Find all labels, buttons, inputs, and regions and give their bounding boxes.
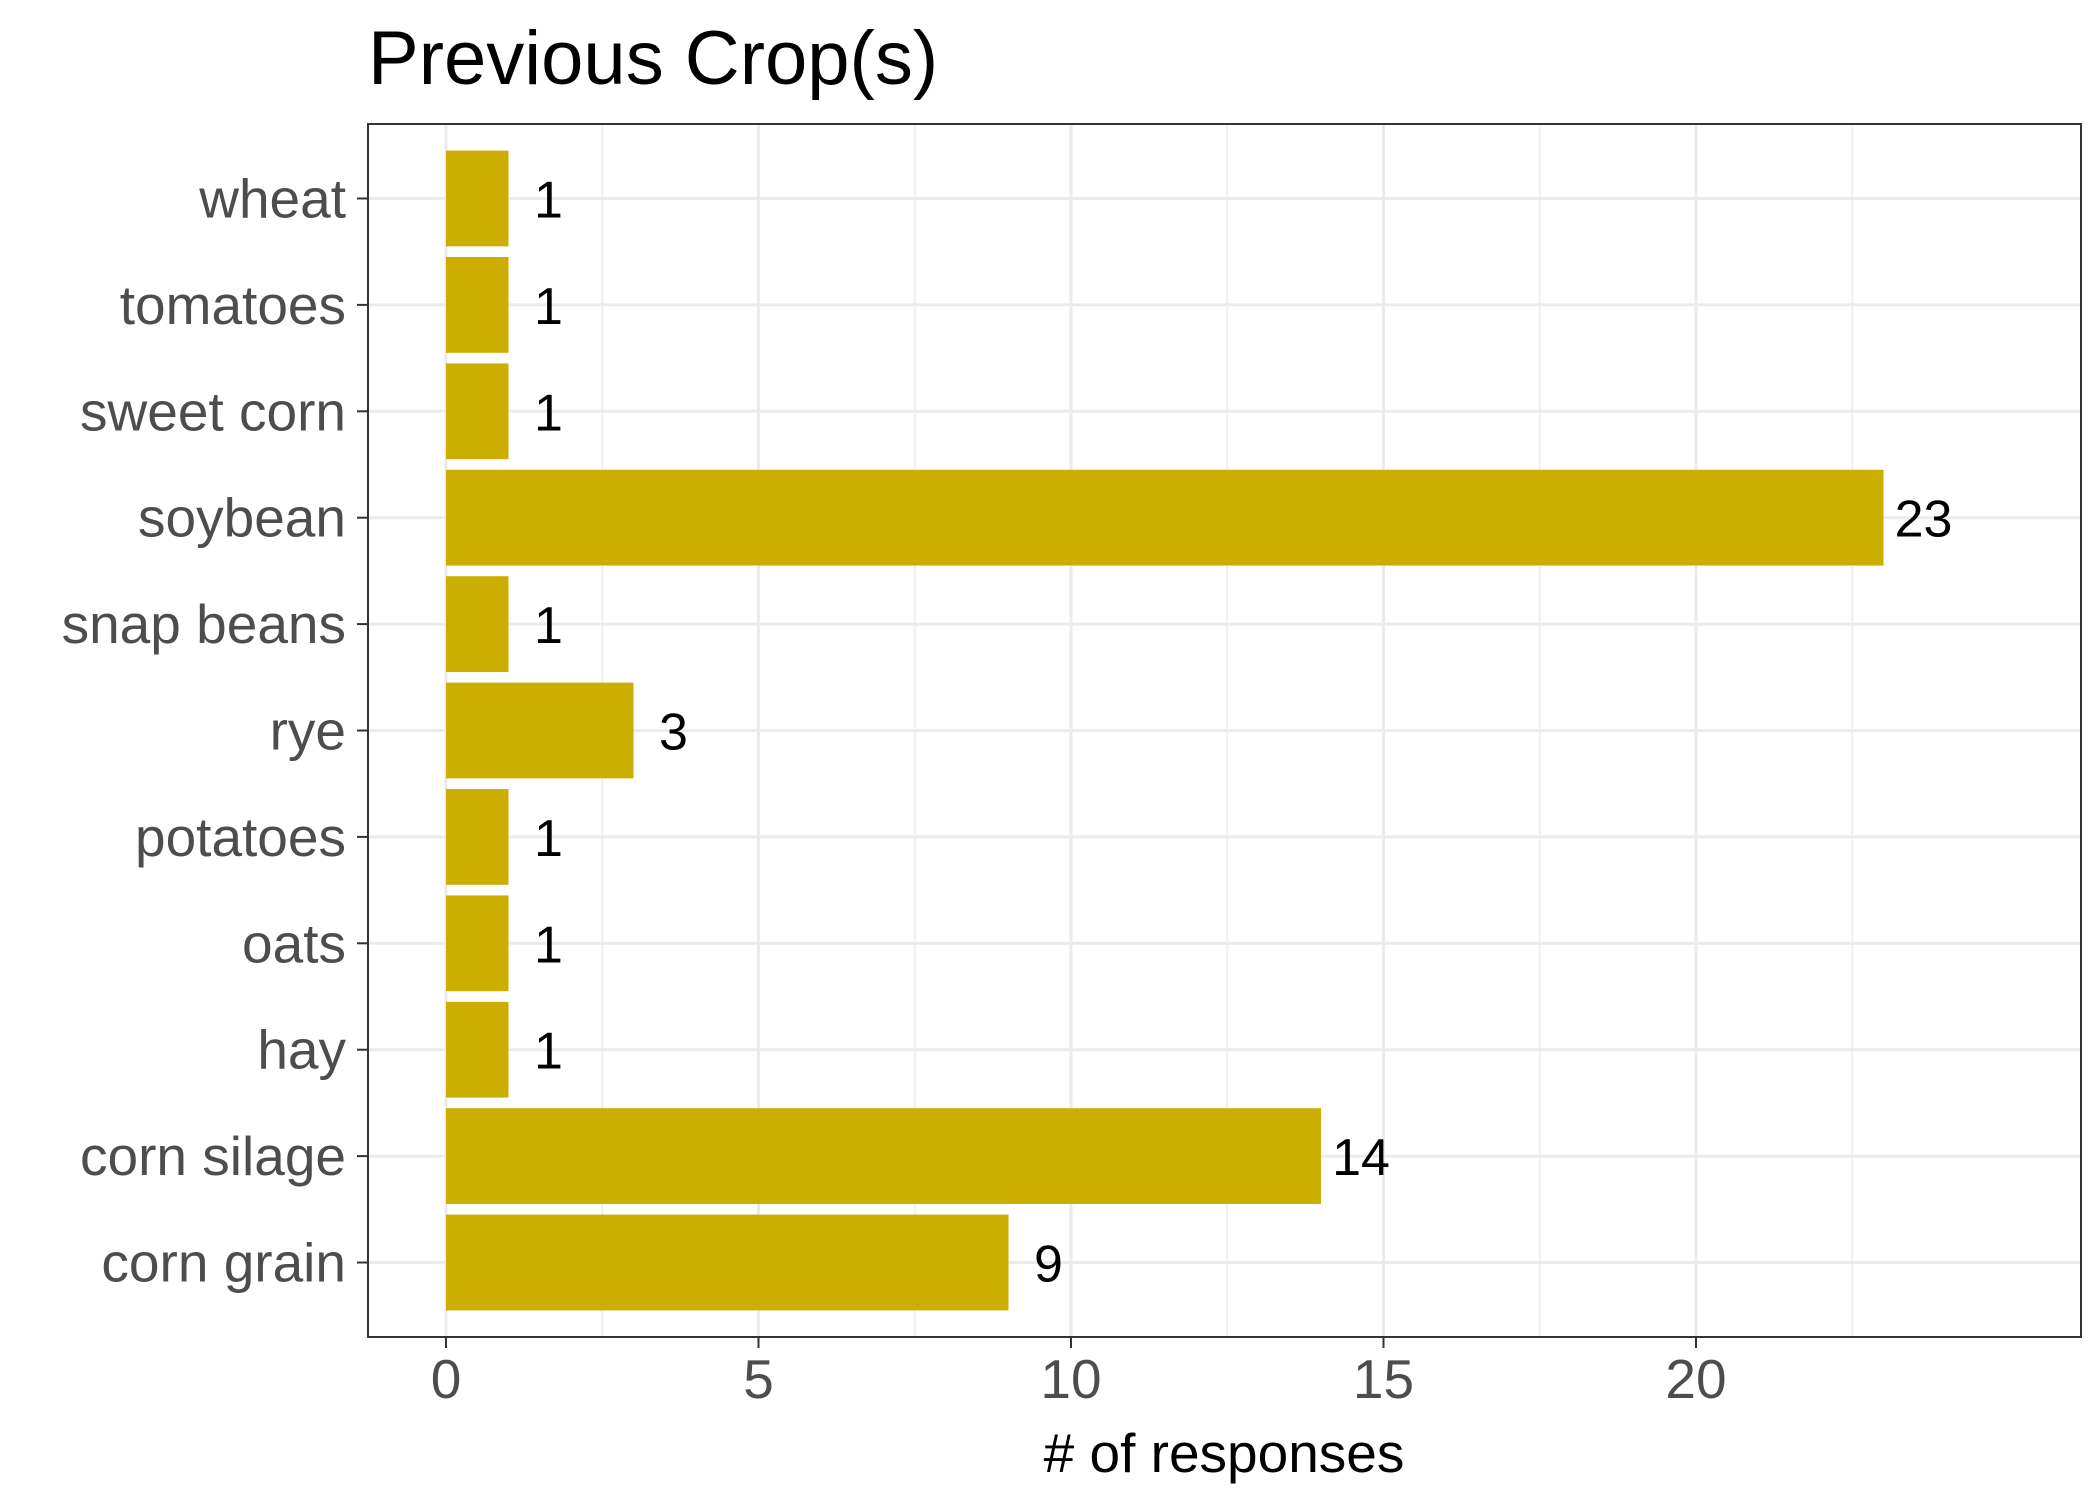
bar (446, 895, 509, 992)
bar-value-label: 1 (534, 171, 563, 229)
bars (446, 150, 1884, 1311)
bar (446, 1108, 1321, 1204)
bar (446, 1214, 1009, 1311)
bar (446, 257, 509, 353)
x-axis: 0 5 10 15 20 (431, 1337, 1727, 1410)
x-tick-label: 20 (1665, 1348, 1726, 1410)
bar-value-label: 1 (534, 1023, 563, 1081)
y-tick-label: potatoes (135, 806, 346, 868)
y-tick-label: hay (257, 1019, 346, 1081)
bar (446, 576, 509, 672)
x-axis-title: # of responses (1044, 1422, 1405, 1484)
y-tick-label: wheat (198, 167, 346, 229)
bar-value-label: 1 (534, 384, 563, 442)
bar-value-label: 1 (534, 597, 563, 655)
y-axis: corn grain corn silage hay oats potatoes rye s… (62, 167, 368, 1294)
x-tick-label: 10 (1040, 1348, 1101, 1410)
y-tick-label: oats (242, 912, 346, 974)
y-tick-label: sweet corn (80, 380, 346, 442)
y-tick-label: snap beans (62, 593, 346, 655)
y-tick-label: tomatoes (120, 274, 346, 336)
bar-labels: 9 14 1 1 1 3 1 23 1 1 1 (534, 171, 1952, 1293)
y-tick-label: soybean (138, 487, 346, 549)
bar (446, 469, 1884, 566)
bar-value-label: 14 (1332, 1129, 1390, 1187)
bar (446, 363, 509, 460)
x-tick-label: 5 (743, 1348, 774, 1410)
y-tick-label: corn grain (101, 1232, 346, 1294)
bar (446, 682, 634, 779)
x-tick-label: 15 (1353, 1348, 1414, 1410)
chart-title: Previous Crop(s) (368, 16, 938, 101)
y-tick-label: rye (270, 700, 346, 762)
bar (446, 1001, 509, 1098)
bar-value-label: 23 (1895, 491, 1953, 549)
x-tick-label: 0 (431, 1348, 462, 1410)
bar (446, 789, 509, 885)
bar-value-label: 1 (534, 278, 563, 336)
bar (446, 150, 509, 247)
y-tick-label: corn silage (80, 1125, 346, 1187)
bar-value-label: 3 (659, 704, 688, 762)
bar-value-label: 1 (534, 810, 563, 868)
bar-value-label: 1 (534, 916, 563, 974)
bar-value-label: 9 (1034, 1236, 1063, 1294)
